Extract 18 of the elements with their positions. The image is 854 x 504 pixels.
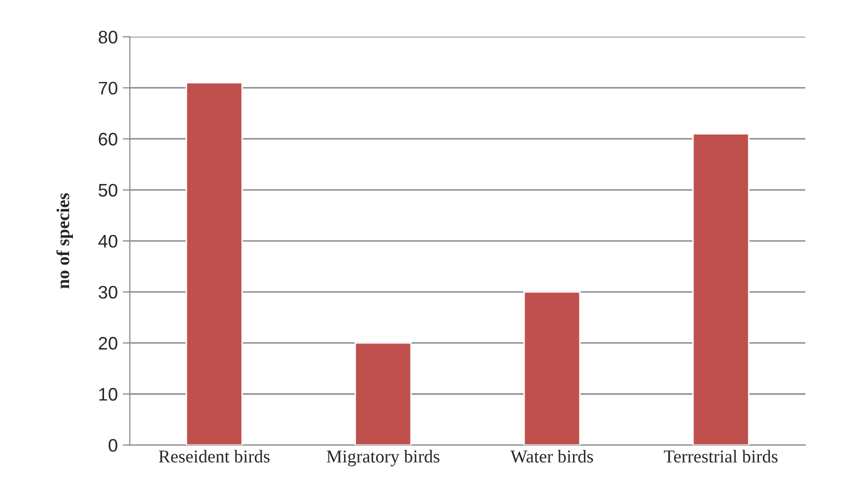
y-axis-title: no of species — [56, 193, 73, 289]
bar — [692, 133, 750, 446]
y-tick-label: 0 — [108, 438, 118, 452]
y-tick-label: 80 — [98, 30, 118, 44]
x-tick-label: Water birds — [510, 450, 593, 463]
y-tick-label: 50 — [98, 184, 118, 197]
x-tick-label: Reseident birds — [158, 450, 270, 463]
y-tick-label: 10 — [99, 388, 118, 401]
x-tick-label: Terrestrial birds — [664, 450, 778, 463]
y-tick-label: 40 — [98, 234, 118, 248]
x-tick-label: Migratory birds — [326, 450, 440, 466]
bar — [186, 82, 243, 446]
y-tick-label: 30 — [98, 286, 118, 299]
bar — [523, 291, 581, 446]
bar — [354, 342, 412, 446]
y-tick-label: 70 — [98, 82, 118, 95]
y-tick-label: 60 — [98, 132, 118, 146]
y-tick-label: 20 — [98, 336, 118, 350]
